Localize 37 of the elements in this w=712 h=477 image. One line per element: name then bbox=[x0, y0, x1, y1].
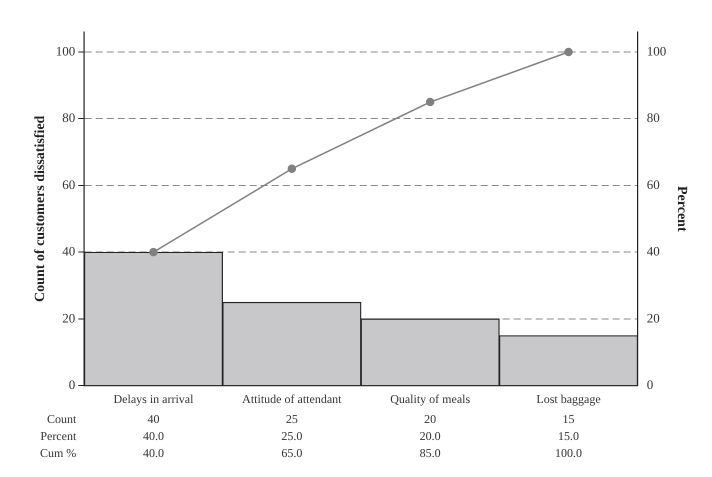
text: 40.0 bbox=[142, 428, 164, 443]
text: 15.0 bbox=[558, 428, 580, 443]
point bbox=[426, 98, 434, 106]
y2-tick-label: 80 bbox=[646, 110, 660, 126]
text: 85.0 bbox=[420, 446, 441, 460]
text: Percent bbox=[40, 428, 77, 443]
text: 100.0 bbox=[555, 446, 582, 460]
y2-tick-label: 100 bbox=[646, 43, 666, 58]
text: 15 bbox=[562, 412, 575, 426]
y-tick-label: 40 bbox=[62, 244, 76, 259]
x-tick-label: Lost baggage bbox=[536, 392, 601, 406]
text: 20.0 bbox=[420, 428, 441, 443]
x-tick-label: Delays in arrival bbox=[113, 392, 194, 406]
text: Count bbox=[46, 412, 77, 426]
y-tick-label: 0 bbox=[68, 377, 76, 392]
y-axis-title: Count of customers dissatisfied bbox=[33, 115, 48, 302]
text: 20 bbox=[424, 412, 436, 426]
text: 65.0 bbox=[281, 446, 302, 460]
y-tick-label: 80 bbox=[62, 110, 76, 126]
text: 25.0 bbox=[281, 428, 302, 443]
point bbox=[288, 164, 296, 174]
x-tick-label: Attitude of attendant bbox=[242, 392, 342, 406]
text: 25 bbox=[286, 412, 298, 426]
text: 40 bbox=[147, 412, 160, 426]
y-tick-label: 20 bbox=[62, 310, 76, 326]
x-tick-label: Quality of meals bbox=[390, 392, 470, 406]
y2-tick-label: 0 bbox=[646, 377, 654, 392]
point bbox=[564, 48, 573, 56]
y2-tick-label: 60 bbox=[646, 176, 660, 192]
y-tick-label: 60 bbox=[62, 176, 76, 192]
point bbox=[149, 248, 158, 256]
y2-tick-label: 40 bbox=[646, 244, 660, 259]
text: 40.0 bbox=[142, 446, 164, 460]
y-tick-label: 100 bbox=[56, 43, 76, 58]
y2-tick-label: 20 bbox=[646, 310, 660, 326]
text: Cum % bbox=[40, 446, 76, 460]
y2-axis-title: Percent bbox=[674, 186, 689, 232]
